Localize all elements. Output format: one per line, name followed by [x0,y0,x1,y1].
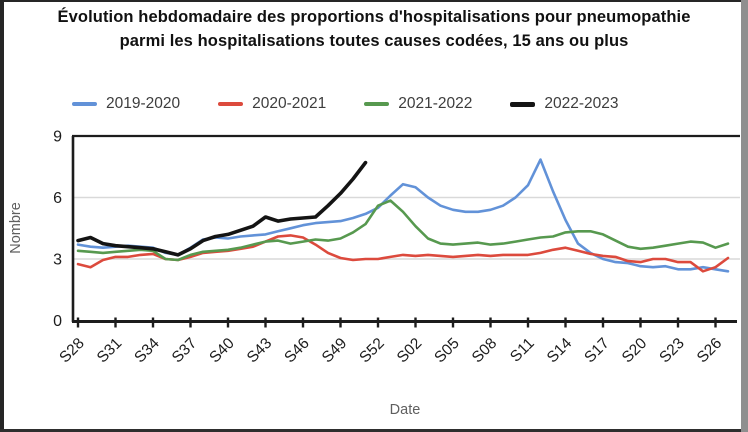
x-tick-label-S46: S46 [281,335,313,367]
x-tick-label-S05: S05 [431,335,463,367]
legend-item-2019-2020: 2019-2020 [72,95,180,113]
screenshot-border-left [0,0,4,432]
legend-swatch-2022-2023-icon [510,101,536,107]
x-tick-label-S11: S11 [507,335,538,366]
screenshot-border-right [741,0,748,432]
legend-swatch-2021-2022-icon [364,102,390,106]
y-tick-label-3: 3 [53,252,62,269]
legend-swatch-2020-2021-icon [218,102,244,106]
legend-label: 2020-2021 [252,95,327,112]
x-tick-label-S43: S43 [244,335,276,367]
x-tick-label-S23: S23 [656,335,688,367]
series-line-2022-2023 [76,160,368,257]
x-tick-label-S17: S17 [581,335,613,367]
series-line-2021-2022 [76,199,730,262]
screenshot-border-bottom [0,429,748,432]
x-tick-label-S08: S08 [469,335,501,367]
y-tick-label-0: 0 [53,313,62,330]
y-tick-label-9: 9 [53,129,62,146]
chart-legend: 2019-2020 2020-2021 2021-2022 2022-2023 [72,93,619,115]
x-tick-label-S34: S34 [131,335,163,367]
y-tick-label-6: 6 [53,190,62,207]
legend-item-2021-2022: 2021-2022 [364,95,472,113]
screenshot-border-top [0,0,748,2]
x-tick-label-S37: S37 [169,335,201,367]
legend-label: 2019-2020 [106,95,181,112]
x-tick-label-S02: S02 [394,335,426,367]
legend-item-2022-2023: 2022-2023 [510,95,619,113]
x-tick-label-S20: S20 [619,335,651,367]
x-tick-label-S40: S40 [206,335,238,367]
x-axis-title: Date [390,402,421,418]
x-tick-label-S49: S49 [319,335,351,367]
legend-label: 2021-2022 [398,95,473,112]
chart-title: Évolution hebdomadaire des proportions d… [57,8,691,50]
legend-label: 2022-2023 [544,95,619,112]
x-tick-label-S28: S28 [56,335,88,367]
x-tick-label-S14: S14 [544,335,576,367]
x-tick-label-S52: S52 [356,335,388,367]
legend-item-2020-2021: 2020-2021 [218,95,326,113]
legend-swatch-2019-2020-icon [72,102,97,106]
x-tick-label-S31: S31 [94,335,126,367]
x-tick-label-S26: S26 [694,335,726,367]
y-axis-title: Nombre [8,202,24,254]
